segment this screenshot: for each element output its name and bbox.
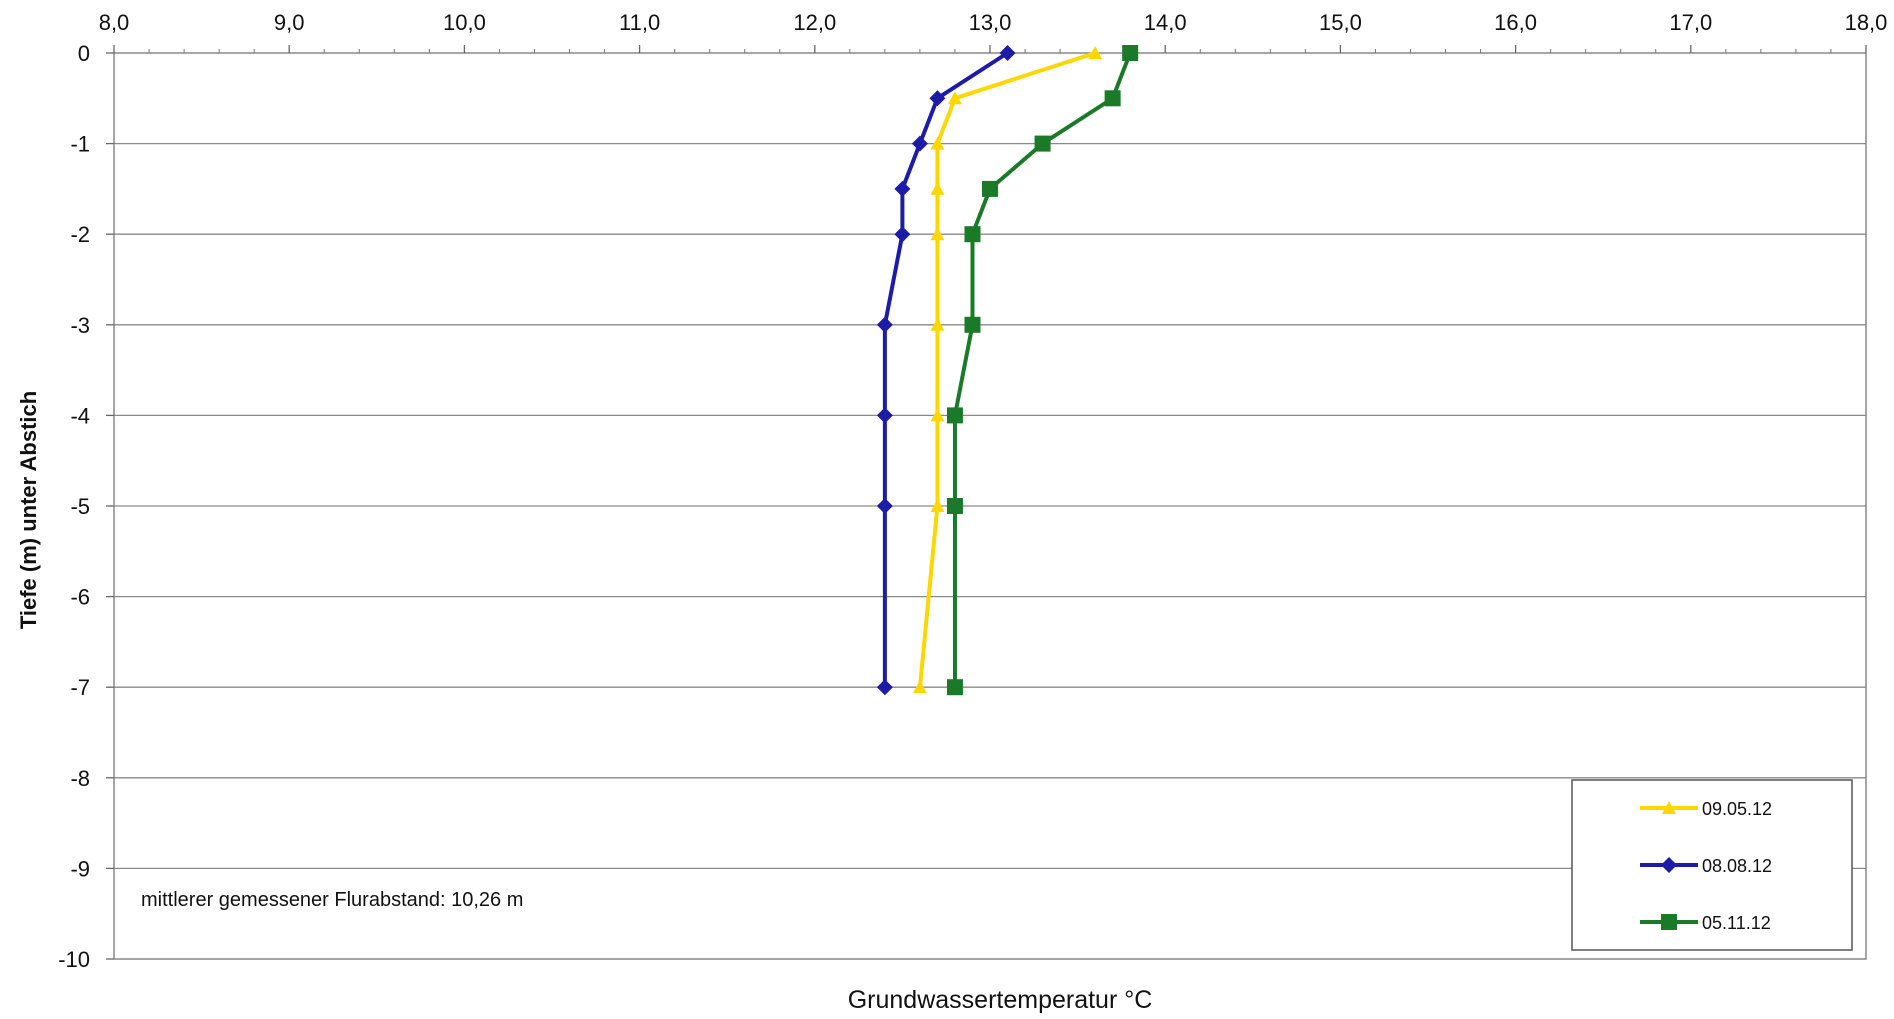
x-tick-label: 14,0 [1144, 10, 1187, 35]
data-point-diamond [999, 45, 1016, 61]
data-point-square [1034, 135, 1051, 152]
y-tick-label: -5 [70, 494, 90, 519]
y-tick-label: -9 [70, 856, 90, 881]
data-point-diamond [911, 135, 928, 152]
data-point-square [946, 498, 963, 514]
y-axis-ticks: 0 -1 -2 -3 -4 -5 -6 -7 -8 -9 -10 [58, 41, 114, 972]
series-line [882, 51, 1009, 688]
data-point-triangle [1662, 801, 1676, 814]
series-09.05.12 [912, 46, 1103, 694]
x-tick-label: 16,0 [1494, 10, 1537, 35]
x-tick-label: 17,0 [1669, 10, 1712, 35]
x-tick-label: 11,0 [619, 10, 660, 35]
data-point-diamond [894, 180, 911, 197]
legend-items: 09.05.12 08.08.12 05.11.12 [1640, 799, 1772, 933]
y-tick-label: -4 [70, 403, 90, 428]
y-tick-label: -10 [58, 947, 90, 972]
x-tick-label: 13,0 [969, 10, 1012, 35]
data-point-triangle [930, 227, 945, 241]
data-point-diamond [876, 407, 893, 424]
legend-item: 09.05.12 [1640, 799, 1772, 819]
y-tick-label: -1 [70, 132, 90, 157]
x-axis-label: Grundwassertemperatur °C [848, 986, 1153, 1014]
x-axis-ticks: 8,0 9,0 10,0 11,0 12,0 13,0 14,0 15,0 16,0 17,0 18… [99, 10, 1888, 53]
y-tick-label: -8 [70, 766, 90, 791]
data-point-square [964, 316, 981, 333]
annotation-flurabstand: mittlerer gemessener Flurabstand: 10,26 … [141, 889, 523, 911]
data-point-triangle [912, 680, 927, 694]
legend-item: 08.08.12 [1640, 856, 1772, 876]
legend-box [1571, 779, 1853, 951]
data-point-diamond [1661, 857, 1677, 873]
data-point-triangle [930, 136, 945, 150]
y-axis-label: Tiefe (m) unter Abstich [16, 391, 41, 629]
data-point-diamond [876, 498, 893, 514]
x-tick-label: 8,0 [99, 10, 130, 35]
x-tick-label: 15,0 [1319, 10, 1362, 35]
data-point-square [982, 180, 998, 197]
data-point-triangle [947, 91, 962, 105]
x-tick-label: 10,0 [443, 10, 486, 35]
data-point-triangle [930, 499, 945, 512]
data-point-triangle [930, 181, 945, 195]
data-point-square [946, 679, 963, 696]
gridlines [114, 142, 1866, 870]
data-point-triangle [930, 317, 945, 331]
data-point-diamond [876, 316, 893, 333]
series-line [917, 51, 1096, 688]
y-tick-label: 0 [78, 41, 90, 66]
series-layer [876, 45, 1139, 696]
series-05.11.12 [946, 45, 1139, 696]
y-tick-label: -6 [70, 585, 90, 610]
data-point-triangle [1088, 46, 1103, 59]
y-tick-label: -3 [70, 313, 90, 338]
x-tick-label: 12,0 [793, 10, 836, 35]
series-08.08.12 [876, 45, 1016, 696]
data-point-diamond [876, 679, 893, 696]
data-point-diamond [929, 90, 946, 107]
x-tick-label: 18,0 [1845, 10, 1888, 35]
data-point-square [1122, 45, 1139, 61]
data-point-square [964, 226, 981, 243]
legend-label: 09.05.12 [1702, 799, 1772, 819]
x-tick-label: 9,0 [274, 10, 305, 35]
y-tick-label: -2 [70, 222, 90, 247]
y-tick-label: -7 [70, 675, 90, 700]
data-point-square [1104, 90, 1121, 107]
data-point-square [946, 407, 963, 424]
legend: 09.05.12 08.08.12 05.11.12 [1571, 779, 1853, 951]
legend-item: 05.11.12 [1640, 913, 1771, 933]
data-point-square [1661, 914, 1677, 930]
legend-label: 08.08.12 [1702, 856, 1772, 876]
data-point-diamond [894, 226, 911, 243]
data-point-triangle [930, 408, 945, 422]
legend-label: 05.11.12 [1702, 913, 1771, 933]
